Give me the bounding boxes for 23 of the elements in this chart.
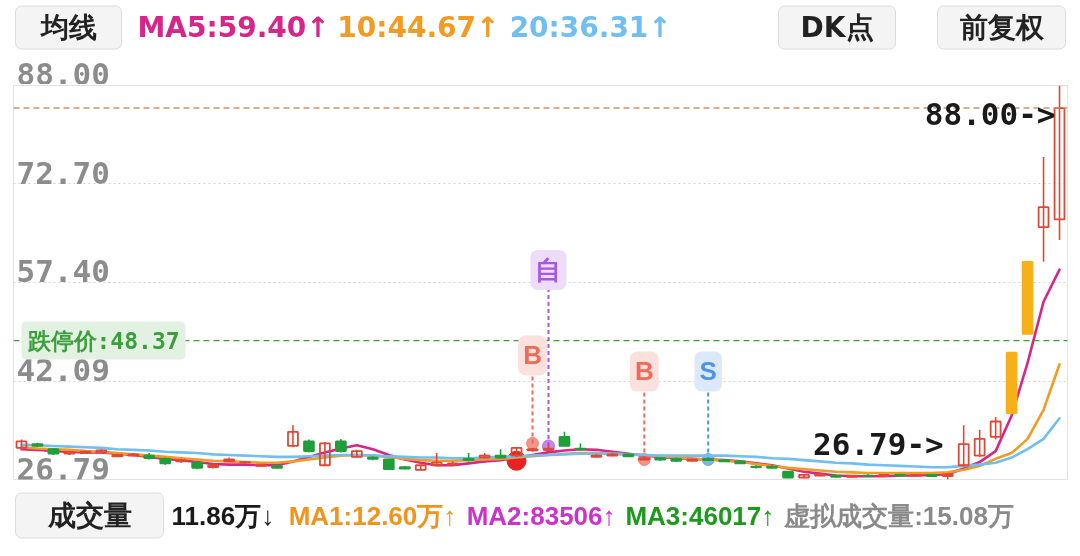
y-tick-label: 42.09	[16, 352, 110, 389]
text: MA5:59.40↑	[137, 11, 330, 44]
text: 虚拟成交量:15.08万	[783, 500, 1014, 531]
annotation: 26.79->	[813, 425, 944, 462]
text: B	[523, 340, 542, 371]
text: 前复权	[958, 11, 1045, 44]
text: DK点	[800, 11, 874, 44]
y-tick-label: 57.40	[16, 253, 110, 290]
text: S	[699, 356, 717, 387]
text: 自	[535, 254, 562, 285]
text: MA2:83506↑	[466, 500, 616, 531]
text: 10:44.67↑	[337, 11, 500, 44]
annotation: 88.00->	[924, 95, 1056, 132]
text: 20:36.31↑	[509, 11, 672, 44]
text: 11.86万↓	[171, 500, 275, 531]
legend-title: 均线	[38, 11, 97, 44]
text: MA1:12.60万↑	[288, 500, 457, 531]
text: 成交量	[46, 499, 132, 532]
text: MA3:46017↑	[625, 500, 775, 531]
ref-line-label: 跌停价:48.37	[26, 327, 180, 354]
y-tick-label: 26.79	[16, 450, 110, 487]
y-tick-label: 72.70	[16, 154, 110, 191]
text: B	[634, 356, 654, 387]
